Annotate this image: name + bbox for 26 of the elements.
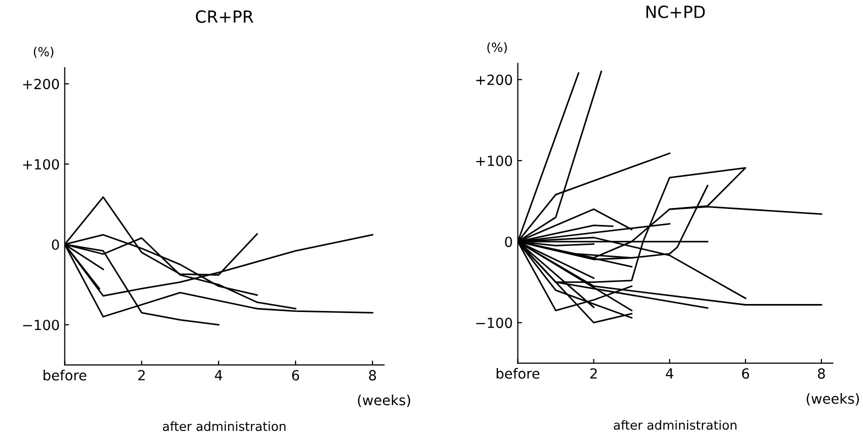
x-tick-label: 4 [666,368,674,379]
x-tick-label: 6 [292,370,300,381]
x-tick-label: 8 [818,368,825,379]
y-tick-label: +100 [476,156,512,166]
x-tick-label: before [496,368,540,379]
x-tick-label: before [44,370,86,381]
x-tick-label: 2 [138,370,145,380]
x-axis-title: after administration [614,420,736,430]
y-tick-label: +100 [23,159,59,170]
chart-title: NC+PD [646,6,705,18]
y-tick-label: 0 [52,239,59,250]
y-tick-label: −100 [23,320,59,330]
y-tick-label: +200 [476,74,512,86]
x-tick-label: 2 [590,368,597,379]
x-tick-label: 8 [369,370,376,381]
y-tick-label: +200 [23,78,59,90]
text: (weeks) [358,394,410,407]
text: (weeks) [806,393,859,406]
chart-title: CR+PR [196,10,254,23]
x-axis-title: after administration [162,421,286,432]
x-tick-label: 4 [214,370,222,380]
y-tick-label: 0 [505,236,512,248]
x-tick-label: 6 [742,368,750,379]
y-axis-title: (%) [487,42,507,54]
y-tick-label: −100 [476,318,512,328]
y-axis-title: (%) [34,46,54,58]
